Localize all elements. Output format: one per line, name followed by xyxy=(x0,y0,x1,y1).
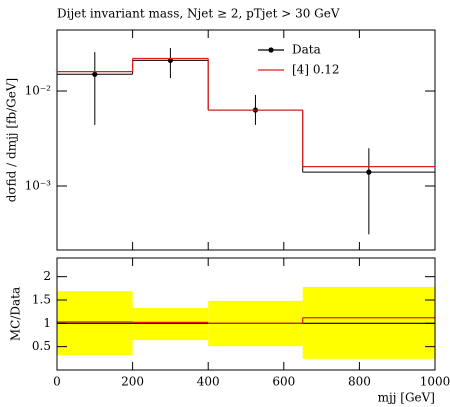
legend-marker xyxy=(268,47,274,53)
chart-title: Dijet invariant mass, Njet ≥ 2, pTjet > … xyxy=(57,7,340,21)
y-tick-label: 10⁻² xyxy=(25,84,52,98)
y-tick-label: 2 xyxy=(43,269,51,283)
legend-label: Data xyxy=(292,43,321,57)
uncertainty-band xyxy=(132,307,209,341)
x-tick-label: 600 xyxy=(272,375,295,389)
plot-frame xyxy=(56,257,436,371)
y-axis-label: dσfid / dmjj [fb/GeV] xyxy=(5,78,19,202)
x-axis-label: mjj [GeV] xyxy=(378,391,435,405)
legend-label: [4] 0.12 xyxy=(292,63,340,77)
x-tick-label: 0 xyxy=(53,375,61,389)
y-tick-label: 0.5 xyxy=(32,339,51,353)
y-tick-label: 1 xyxy=(43,316,51,330)
x-tick-label: 200 xyxy=(121,375,144,389)
plot-frame xyxy=(56,29,436,251)
ratio-y-axis-label: MC/Data xyxy=(9,287,23,341)
data-point xyxy=(366,169,372,175)
y-tick-label: 10⁻³ xyxy=(25,179,52,193)
x-tick-label: 1000 xyxy=(420,375,450,389)
data-point xyxy=(167,57,173,64)
x-tick-label: 800 xyxy=(348,375,371,389)
x-tick-label: 400 xyxy=(197,375,220,389)
data-point xyxy=(92,71,98,77)
y-tick-label: 1.5 xyxy=(32,293,51,307)
